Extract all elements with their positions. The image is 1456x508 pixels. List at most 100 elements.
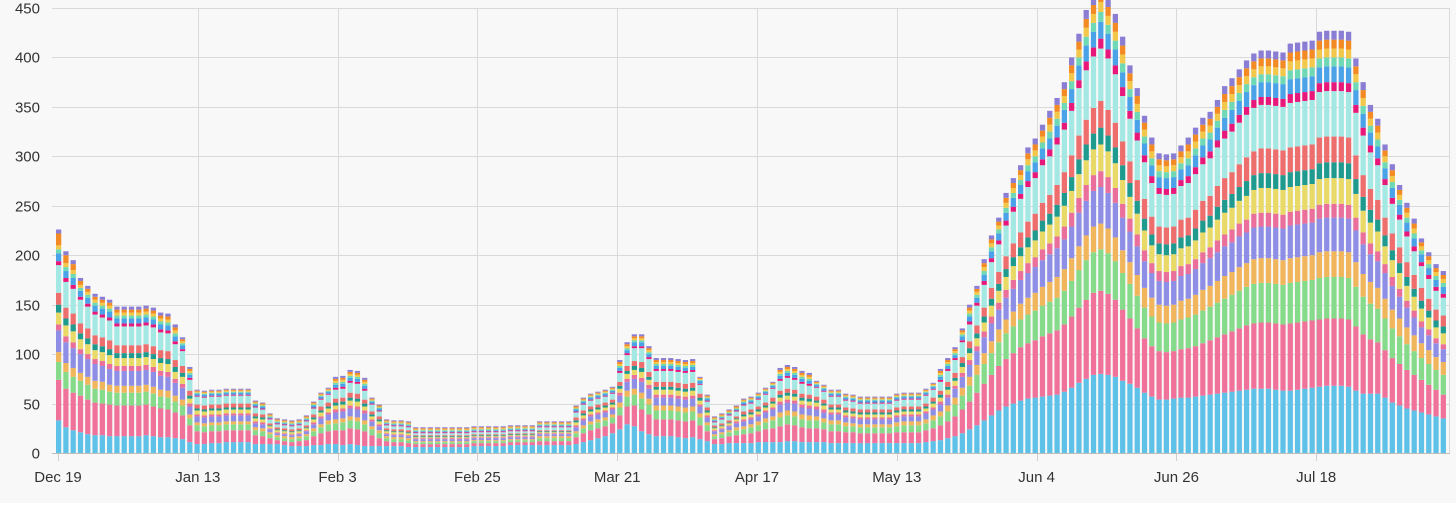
bar-stack [755,392,761,453]
bar-segment [471,430,477,432]
bar-segment [398,432,404,435]
bar-segment [456,429,463,431]
bar-segment [1032,240,1038,258]
bar-segment [1280,84,1286,99]
bar-segment [464,441,470,443]
bar-segment [966,316,973,322]
bar-segment [886,417,893,420]
bar-segment [668,405,674,411]
bar-segment [1112,22,1118,32]
bar-segment [1134,234,1140,247]
bar-segment [128,345,135,354]
bar-segment [1083,45,1089,62]
bar-stack [792,366,798,453]
bar-segment [1273,51,1279,60]
bar-segment [267,425,273,427]
bar-stack [784,364,791,453]
bar-stack [1345,31,1352,453]
bar-stack [99,296,105,453]
bar-segment [1440,344,1446,350]
bar-segment [908,425,914,433]
bar-segment [974,333,980,339]
bar-segment [1039,336,1046,397]
bar-segment [639,346,645,349]
bar-segment [303,431,310,435]
bar-segment [311,403,317,405]
bar-segment [449,447,455,453]
bar-segment [303,417,310,419]
bar-segment [821,385,827,387]
bar-segment [733,409,740,411]
bar-segment [99,435,105,453]
bar-segment [974,285,980,289]
bar-segment [988,374,995,416]
bar-segment [1054,111,1060,119]
bar-segment [398,439,404,443]
bar-segment [668,368,674,371]
bar-segment [1127,196,1133,219]
bar-segment [770,407,776,410]
bar-segment [63,318,69,326]
bar-segment [675,364,681,367]
bar-segment [1229,86,1235,95]
bar-segment [391,425,397,427]
bar-segment [464,430,470,432]
bar-segment [996,410,1002,453]
bar-segment [1229,131,1235,173]
bar-segment [762,418,769,423]
bar-segment [311,428,317,432]
bar-segment [660,360,667,363]
bar-segment [777,380,783,391]
bar-segment [1302,170,1308,186]
bar-segment [886,414,893,418]
bar-segment [1389,276,1395,286]
bar-stack [1047,110,1053,453]
bar-segment [1404,307,1410,328]
bar-segment [522,426,528,428]
bar-segment [945,394,951,398]
bar-segment [449,444,455,448]
bar-segment [894,426,900,433]
bar-segment [209,404,215,409]
bar-segment [1127,81,1133,90]
bar-segment [806,442,812,453]
bar-segment [617,365,623,368]
bar-segment [624,406,630,425]
bar-segment [566,424,572,426]
bar-segment [260,436,266,445]
bar-segment [872,398,878,400]
bar-segment [835,391,842,393]
bar-segment [383,431,390,434]
bar-segment [1433,309,1439,321]
bar-segment [675,366,681,370]
bar-segment [886,403,893,410]
bar-segment [1032,162,1038,173]
bar-segment [755,425,761,432]
bar-segment [930,403,936,408]
bar-segment [1345,92,1352,138]
bar-segment [150,366,156,372]
bar-segment [165,397,171,410]
bar-segment [245,389,251,391]
bar-segment [1229,109,1235,124]
bar-segment [1018,319,1024,348]
bar-segment [56,362,62,380]
bar-segment [1054,394,1060,453]
bar-segment [107,404,113,437]
bar-segment [755,442,761,453]
bar-segment [1192,148,1199,156]
bar-segment [471,437,477,439]
bar-segment [1287,94,1293,103]
bar-segment [1061,172,1067,193]
bar-segment [631,338,637,341]
bar-segment [201,394,208,397]
bar-segment [624,355,630,366]
bar-segment [471,432,477,435]
bar-segment [1032,144,1038,151]
bar-segment [449,441,455,443]
bar-segment [340,422,346,431]
bar-segment [485,441,492,444]
y-tick-label: 250 [15,199,40,216]
bar-segment [347,400,353,406]
bar-segment [216,396,222,405]
